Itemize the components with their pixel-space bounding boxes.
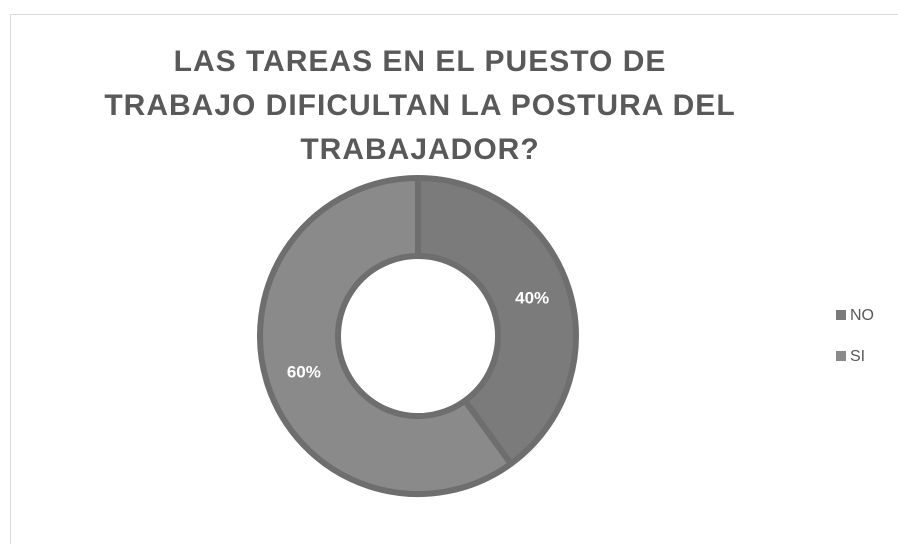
donut-segment — [415, 175, 579, 467]
data-label: 60% — [287, 363, 321, 382]
legend-label: SI — [850, 348, 865, 365]
legend-swatch — [836, 310, 846, 320]
chart-title: LAS TAREAS EN EL PUESTO DE TRABAJO DIFIC… — [104, 45, 736, 166]
legend-swatch — [836, 351, 846, 361]
data-label: 40% — [515, 288, 549, 307]
legend-label: NO — [850, 307, 874, 324]
donut-segment — [257, 175, 514, 497]
